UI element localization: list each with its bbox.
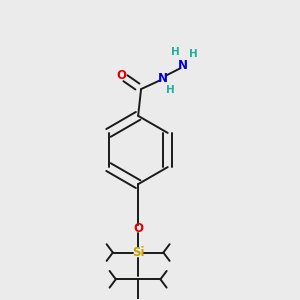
Text: Si: Si	[132, 246, 144, 259]
Text: H: H	[189, 49, 197, 59]
Text: N: N	[158, 72, 168, 85]
Text: N: N	[178, 59, 188, 72]
Text: O: O	[133, 222, 143, 235]
Text: H: H	[167, 85, 175, 95]
Text: H: H	[171, 47, 180, 57]
Text: O: O	[117, 69, 127, 82]
